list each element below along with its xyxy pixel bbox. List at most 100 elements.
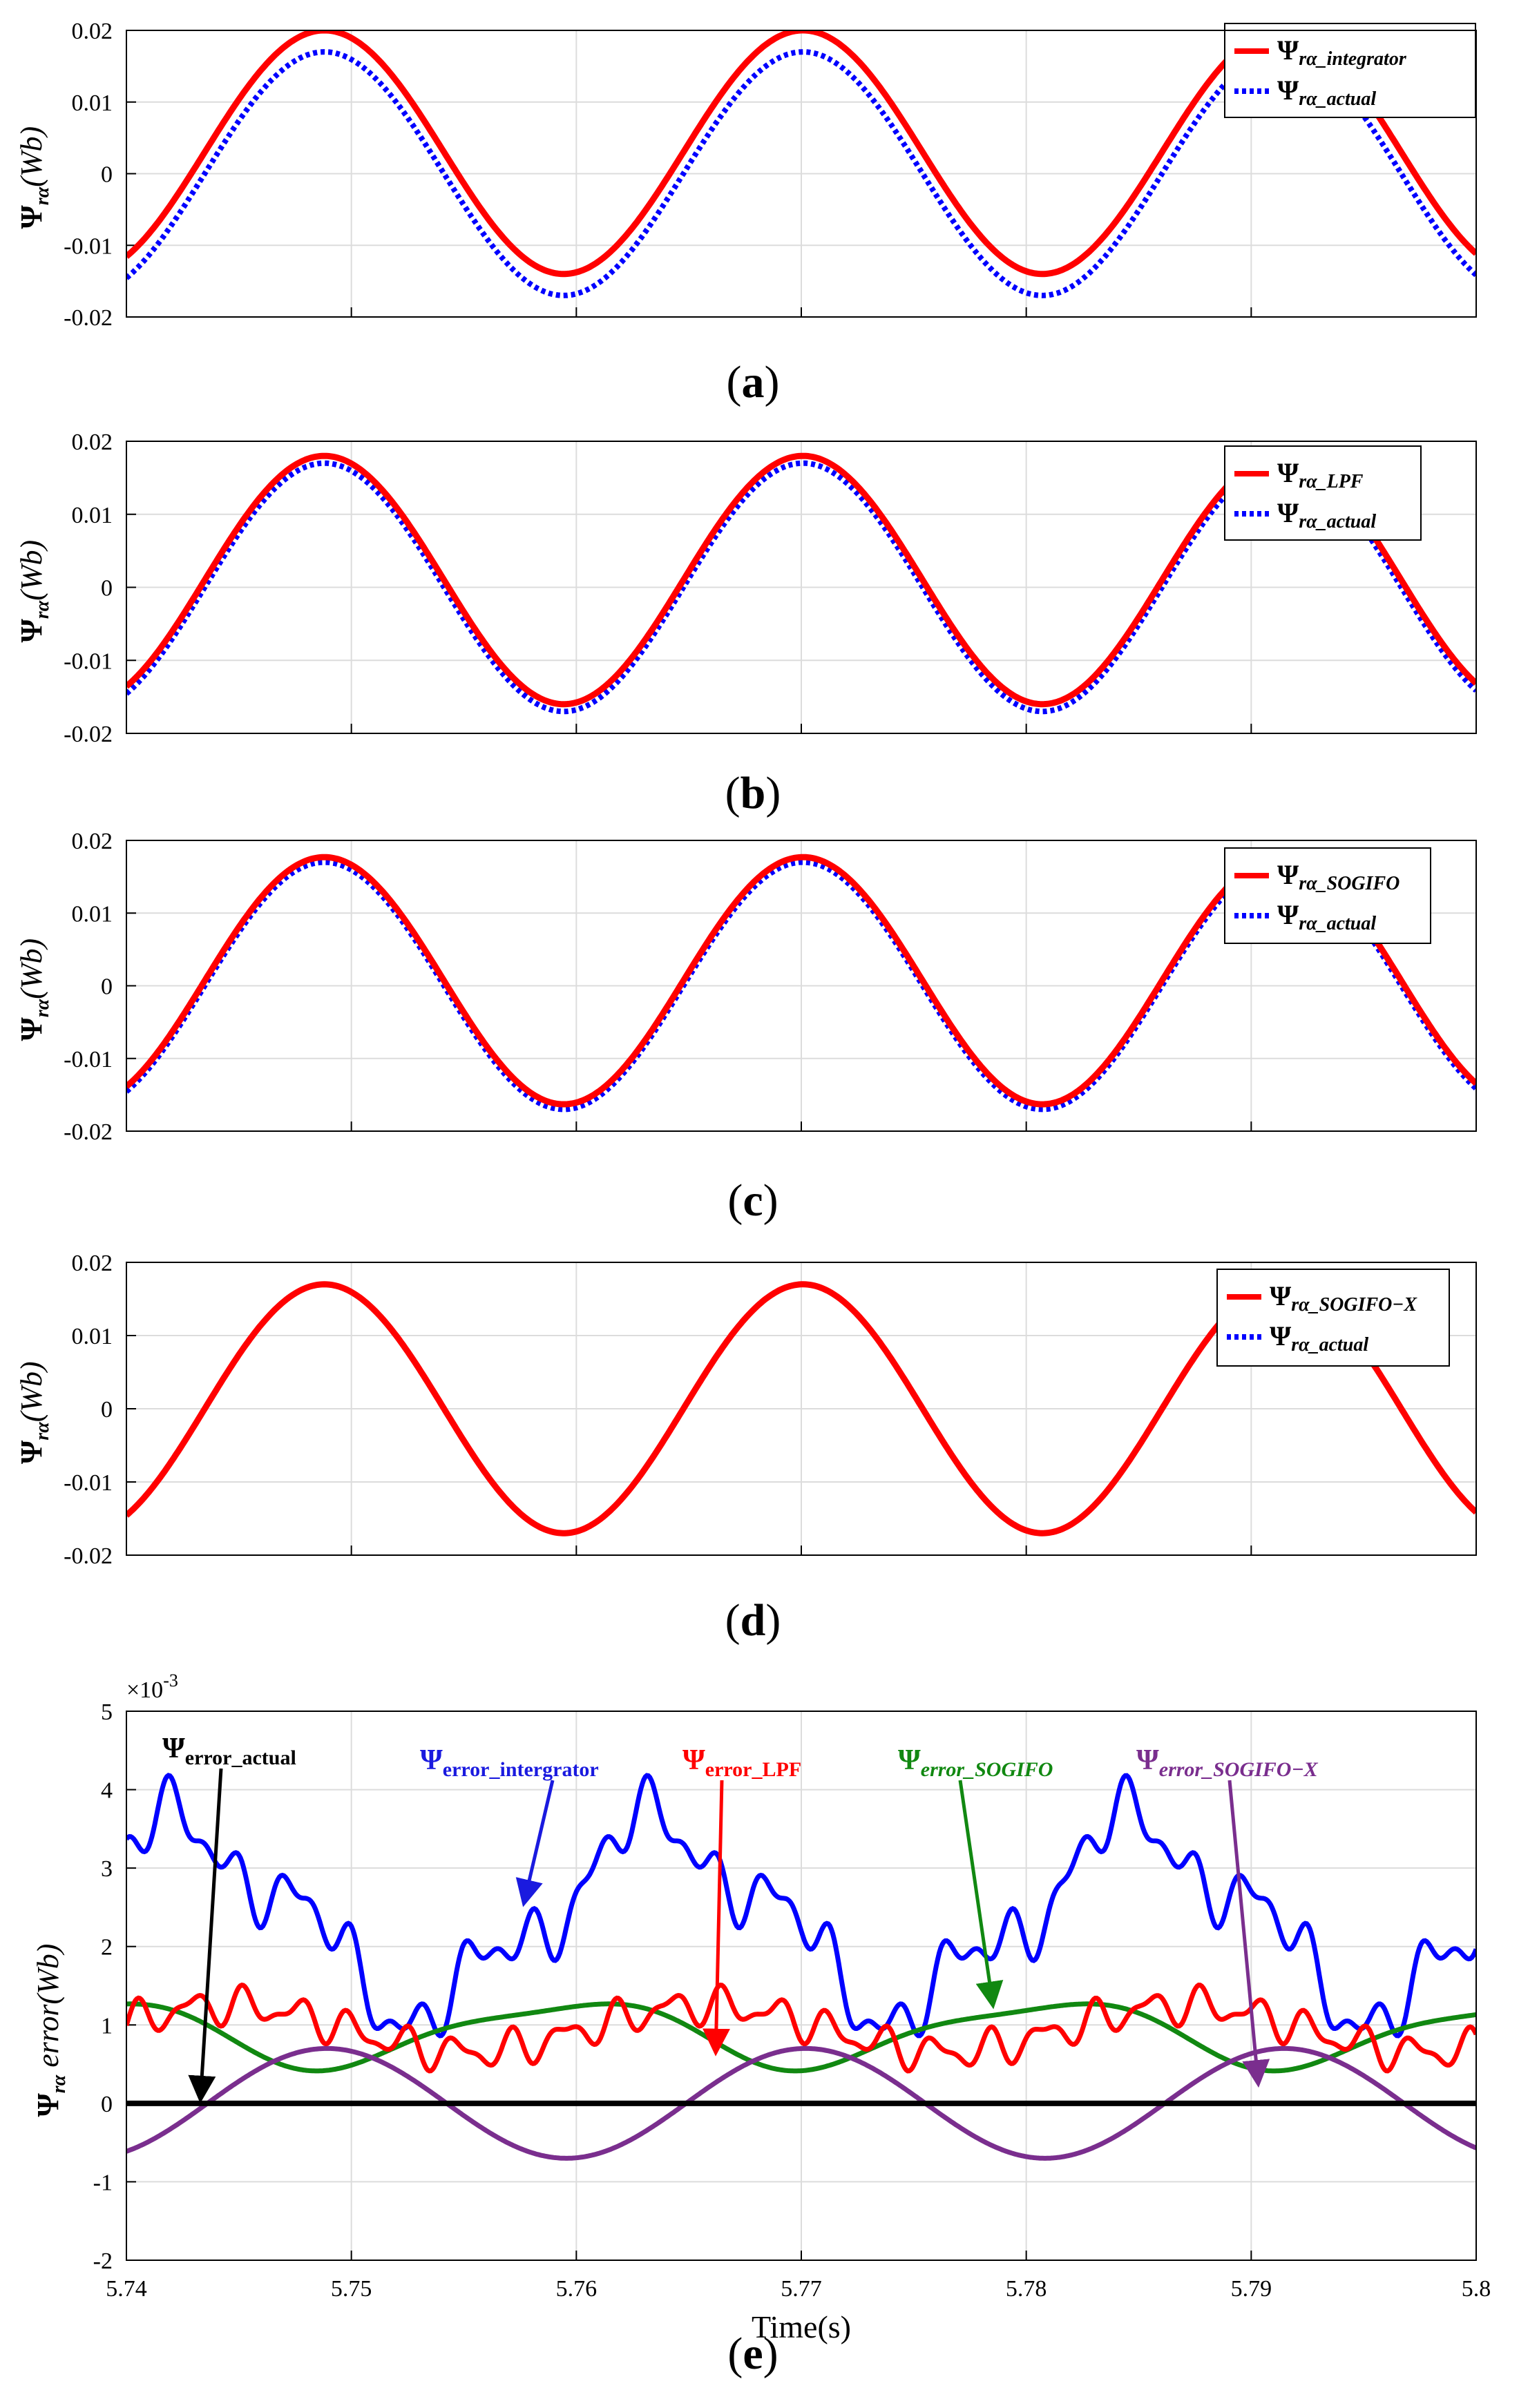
plot-frame: [126, 441, 1477, 734]
plot-frame: [126, 1711, 1477, 2261]
caption-open: (: [727, 1175, 743, 1226]
y-scale-exp: -3: [163, 1670, 178, 1691]
y-tick-label: 0: [101, 576, 113, 601]
y-tick-label: -1: [93, 2170, 113, 2195]
annotation-psi: Ψ: [420, 1744, 443, 1776]
y-tick-label: -0.01: [64, 1047, 113, 1072]
y-label-sub: rα: [32, 600, 53, 619]
y-label-unit: (Wb): [15, 938, 48, 999]
panel-caption: (a): [727, 357, 780, 407]
panel-caption: (b): [725, 768, 781, 818]
legend-sub: rα_integrator: [1299, 48, 1407, 70]
y-tick-label: -0.02: [64, 305, 113, 331]
panel-a: 0.020.010-0.01-0.02Ψrα(Wb)Ψrα_integrator…: [15, 19, 1477, 407]
x-tick-label: 5.78: [1006, 2276, 1047, 2302]
y-axis-label: Ψrα(Wb): [15, 126, 53, 229]
x-tick-label: 5.76: [556, 2276, 598, 2302]
y-tick-label: 0.02: [72, 19, 113, 44]
y-label-sub: rα: [32, 186, 53, 205]
caption-letter: c: [743, 1175, 763, 1226]
caption-open: (: [727, 357, 742, 407]
y-label-psi: Ψ: [15, 1017, 48, 1041]
legend-psi: Ψ: [1277, 859, 1299, 890]
legend-sub: rα_SOGIFO: [1299, 873, 1399, 894]
y-tick-label: 3: [101, 1856, 113, 1882]
y-tick-label: 0.01: [72, 503, 113, 528]
y-label-sub: rα: [48, 2074, 70, 2093]
legend-psi: Ψ: [1277, 457, 1299, 488]
y-axis-label: Ψrα error(Wb): [31, 1944, 70, 2117]
panel-caption: (d): [725, 1595, 781, 1646]
legend-sub: rα_actual: [1299, 511, 1376, 532]
y-tick-label: 0: [101, 1397, 113, 1423]
y-tick-label: -0.01: [64, 1470, 113, 1496]
y-label-unit: error(Wb): [31, 1944, 65, 2075]
annotation-arrow: [515, 1780, 555, 1907]
y-tick-label: 0.01: [72, 90, 113, 116]
annotation-arrow: [958, 1780, 1004, 2010]
legend-sub: rα_LPF: [1299, 471, 1364, 492]
series-line-Ψerror_intergrator: [126, 1773, 1476, 2039]
annotation-label: Ψerror_SOGIFO−X: [1136, 1744, 1319, 1781]
x-tick-label: 5.79: [1231, 2276, 1272, 2302]
annotation-sub: error_intergrator: [443, 1758, 599, 1781]
y-tick-label: 1: [101, 2013, 113, 2039]
y-tick-label: -0.01: [64, 648, 113, 674]
annotation-sub: error_LPF: [705, 1758, 801, 1781]
legend-box: [1216, 1269, 1450, 1367]
y-label-unit: (Wb): [15, 540, 48, 601]
plot-frame: [126, 30, 1477, 318]
plot-frame: [126, 840, 1477, 1132]
legend-sub: rα_actual: [1291, 1334, 1368, 1356]
series-line-Ψerror_SOGIFO−X: [126, 2045, 1476, 2161]
annotation-label: Ψerror_actual: [162, 1733, 296, 1769]
y-tick-label: 0: [101, 2092, 113, 2117]
caption-close: ): [765, 1595, 781, 1646]
y-label-psi: Ψ: [15, 619, 48, 643]
legend-label: Ψrα_LPF: [1277, 457, 1364, 492]
y-label-sub: rα: [32, 1422, 53, 1441]
legend-label: Ψrα_actual: [1277, 75, 1376, 110]
y-axis-label: Ψrα(Wb): [15, 1361, 53, 1464]
y-label-sub: rα: [32, 999, 53, 1017]
legend-sub: rα_actual: [1299, 913, 1376, 934]
legend-label: Ψrα_SOGIFO: [1277, 859, 1399, 894]
legend-label: Ψrα_actual: [1277, 899, 1376, 934]
caption-letter: e: [743, 2329, 763, 2379]
annotation-label: Ψerror_LPF: [682, 1744, 801, 1781]
annotation-arrow: [1227, 1780, 1270, 2088]
legend-psi: Ψ: [1277, 35, 1299, 66]
legend-box: [1224, 847, 1431, 944]
y-label-psi: Ψ: [15, 205, 48, 229]
caption-letter: b: [741, 768, 766, 818]
y-tick-label: 0.02: [72, 1251, 113, 1276]
x-tick-label: 5.77: [781, 2276, 822, 2302]
legend-label: Ψrα_actual: [1270, 1320, 1368, 1356]
legend-psi: Ψ: [1270, 1320, 1292, 1351]
y-axis-label: Ψrα(Wb): [15, 938, 53, 1041]
legend-box: [1224, 23, 1476, 118]
y-scale-label: ×10-3: [126, 1670, 178, 1703]
caption-letter: a: [742, 357, 765, 407]
panel-c: 0.020.010-0.01-0.02Ψrα(Wb)Ψrα_SOGIFOΨrα_…: [15, 829, 1477, 1226]
annotation-label: Ψerror_intergrator: [420, 1744, 599, 1781]
panel-d: 0.020.010-0.01-0.02Ψrα(Wb)Ψrα_SOGIFO−XΨr…: [15, 1251, 1477, 1646]
caption-close: ): [763, 1175, 778, 1226]
y-axis-label: Ψrα(Wb): [15, 540, 53, 643]
y-tick-label: 2: [101, 1935, 113, 1961]
caption-close: ): [765, 357, 780, 407]
legend-label: Ψrα_actual: [1277, 497, 1376, 532]
legend-psi: Ψ: [1270, 1280, 1292, 1311]
panel-b: 0.020.010-0.01-0.02Ψrα(Wb)Ψrα_LPFΨrα_act…: [15, 430, 1477, 818]
annotation-psi: Ψ: [898, 1744, 921, 1776]
caption-open: (: [725, 768, 741, 818]
y-tick-label: 0.01: [72, 1324, 113, 1349]
annotation-label: Ψerror_SOGIFO: [898, 1744, 1053, 1781]
annotation-sub: error_actual: [185, 1746, 296, 1769]
x-axis-label: Time(s): [752, 2309, 851, 2344]
panel-caption: (c): [727, 1175, 778, 1226]
legend-psi: Ψ: [1277, 899, 1299, 930]
legend-psi: Ψ: [1277, 497, 1299, 528]
y-scale-base: ×10: [126, 1677, 163, 1703]
